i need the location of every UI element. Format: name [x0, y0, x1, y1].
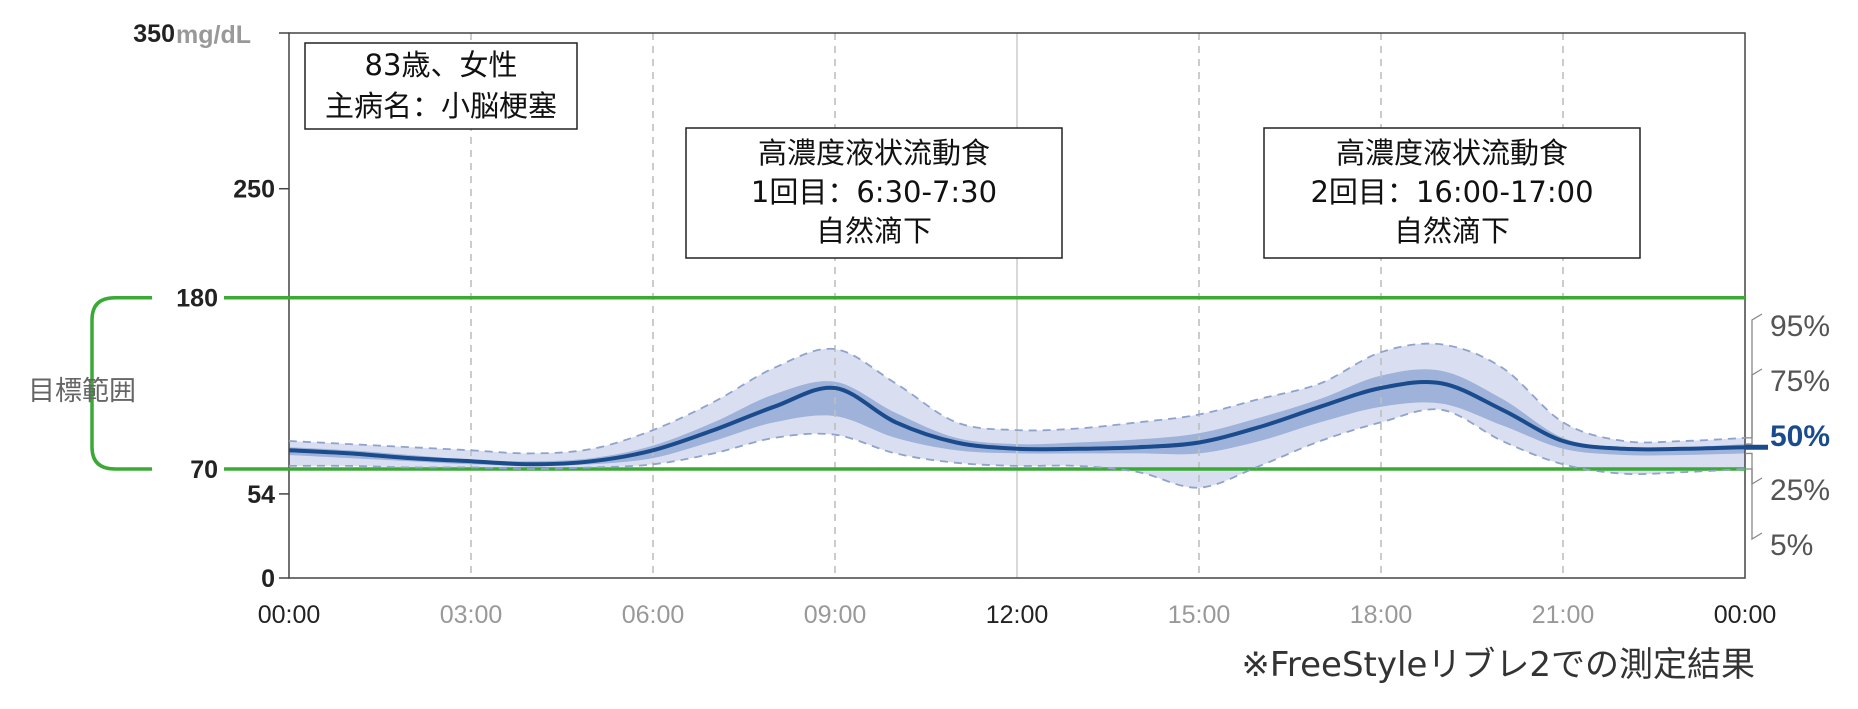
axes: 0 54 70 180 250 350 00:00 03:00 06:00 09:00 12:00 1… [133, 20, 1776, 629]
band-25-75 [289, 369, 1745, 466]
percentile-label-75: 75% [1770, 365, 1830, 398]
percentile-label-25: 25% [1770, 474, 1830, 507]
target-range-label: 目標範囲 [28, 376, 136, 407]
meal-2-line-1: 高濃度液状流動食 [1336, 136, 1568, 170]
ytick-label-0: 0 [261, 565, 275, 593]
patient-info-box: 83歳、女性 主病名：小脳梗塞 [304, 42, 578, 130]
footnote: ※FreeStyleリブレ2での測定結果 [1241, 645, 1755, 685]
target-range-bracket [90, 295, 152, 471]
ytick-label-180: 180 [176, 285, 218, 313]
ytick-label-70: 70 [190, 456, 218, 484]
meal-2-box: 高濃度液状流動食 2回目：16:00-17:00 自然滴下 [1263, 127, 1641, 259]
xtick-label-8: 00:00 [1714, 601, 1777, 629]
meal-1-line-2: 1回目：6:30-7:30 [751, 175, 997, 209]
xtick-label-2: 06:00 [622, 601, 685, 629]
line-p95 [288, 342, 1746, 455]
patient-info-line-2: 主病名：小脳梗塞 [325, 89, 557, 123]
xtick-label-5: 15:00 [1168, 601, 1231, 629]
meal-2-line-2: 2回目：16:00-17:00 [1310, 175, 1593, 209]
target-range [90, 295, 1745, 471]
plot-frame [288, 32, 1746, 579]
percentile-lines [288, 342, 1746, 489]
xtick-label-6: 18:00 [1350, 601, 1413, 629]
meal-2-frame [1263, 127, 1641, 259]
percentile-label-95: 95% [1770, 310, 1830, 343]
xtick-label-4: 12:00 [986, 601, 1049, 629]
ytick-label-350: 350 [133, 20, 175, 48]
connector-p95 [1745, 313, 1763, 439]
plot-border [288, 32, 1746, 579]
xtick-label-1: 03:00 [440, 601, 503, 629]
connector-p75 [1745, 368, 1763, 445]
meal-1-line-1: 高濃度液状流動食 [758, 136, 990, 170]
line-p5 [288, 408, 1746, 489]
meal-1-line-3: 自然滴下 [816, 214, 932, 248]
meal-1-box: 高濃度液状流動食 1回目：6:30-7:30 自然滴下 [685, 127, 1063, 259]
percentile-label-5: 5% [1770, 529, 1813, 562]
patient-info-frame [304, 42, 578, 130]
meal-2-line-3: 自然滴下 [1394, 214, 1510, 248]
gridlines [470, 33, 1564, 578]
xtick-label-3: 09:00 [804, 601, 867, 629]
line-p50-median [288, 380, 1746, 467]
y-unit-label: mg/dL [176, 21, 251, 49]
ytick-label-54: 54 [247, 481, 275, 509]
percentile-label-50: 50% [1770, 420, 1830, 453]
xtick-label-0: 00:00 [258, 601, 321, 629]
meal-1-frame [685, 127, 1063, 259]
patient-info-line-1: 83歳、女性 [365, 48, 518, 82]
xtick-label-7: 21:00 [1532, 601, 1595, 629]
ytick-label-250: 250 [233, 176, 275, 204]
connector-p5 [1745, 468, 1763, 541]
percentile-labels: 95% 75% 50% 25% 5% [1745, 310, 1830, 562]
